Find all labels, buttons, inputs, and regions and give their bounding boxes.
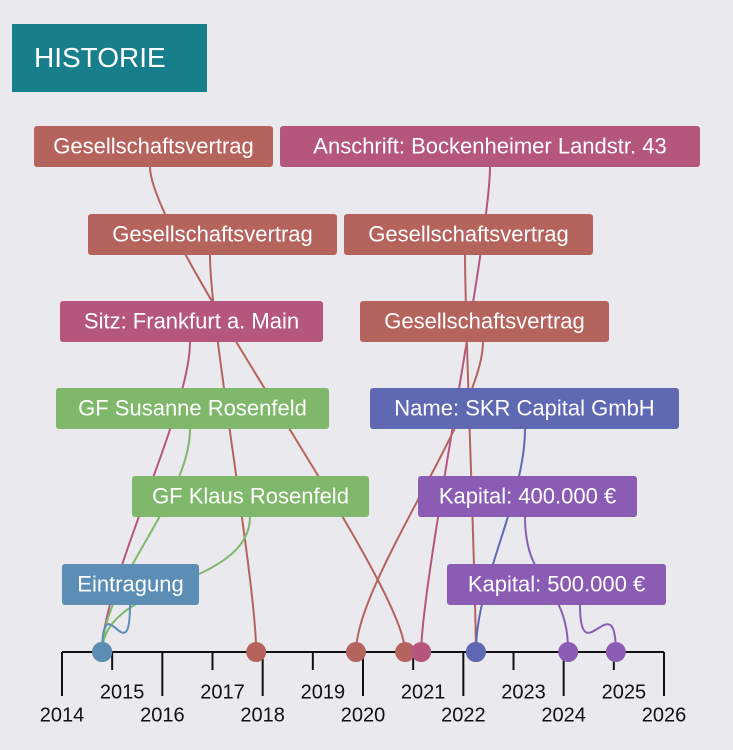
- event-label: Sitz: Frankfurt a. Main: [84, 308, 299, 333]
- event-label-box: [60, 301, 323, 342]
- connector: [101, 428, 191, 653]
- tick-label: 2024: [541, 704, 586, 726]
- event-dot: [411, 642, 432, 662]
- connectors: [101, 166, 617, 653]
- event-label: GF Klaus Rosenfeld: [152, 483, 349, 508]
- event-label-box: [56, 388, 329, 429]
- event-label: Gesellschaftsvertrag: [53, 133, 254, 158]
- event-label: Kapital: 400.000 €: [439, 483, 616, 508]
- labels: Gesellschaftsvertrag Anschrift: Bockenhei…: [34, 126, 700, 605]
- tick-label: 2020: [341, 704, 386, 726]
- event-label-box: [344, 214, 593, 255]
- event-dot: [558, 642, 579, 662]
- tick-label: 2017: [200, 681, 245, 703]
- event-label: Gesellschaftsvertrag: [384, 308, 585, 333]
- event-label-box: [370, 388, 679, 429]
- event-label-box: [280, 126, 700, 167]
- event-dot: [92, 642, 113, 662]
- event-label: Kapital: 500.000 €: [468, 571, 645, 596]
- event-label-box: [132, 476, 369, 517]
- tick-label: 2018: [240, 704, 285, 726]
- tick-label: 2019: [301, 681, 346, 703]
- connector: [579, 604, 617, 653]
- tick-label: 2025: [602, 681, 647, 703]
- event-dot: [465, 642, 486, 662]
- event-label: Gesellschaftsvertrag: [368, 221, 569, 246]
- connector: [209, 254, 258, 653]
- event-dot: [345, 642, 366, 662]
- header-title: HISTORIE: [12, 24, 207, 92]
- connector: [464, 254, 477, 653]
- event-dot: [246, 642, 267, 662]
- event-label-box: [418, 476, 637, 517]
- event-label: Gesellschaftsvertrag: [112, 221, 313, 246]
- event-dot: [605, 642, 626, 662]
- event-label-box: [34, 126, 273, 167]
- tick-label: 2016: [140, 704, 185, 726]
- event-label: Eintragung: [77, 571, 183, 596]
- event-label-box: [360, 301, 609, 342]
- event-label-box: [88, 214, 337, 255]
- event-label-box: [447, 564, 666, 605]
- tick-label: 2015: [100, 681, 145, 703]
- tick-label: 2022: [441, 704, 486, 726]
- connector: [474, 428, 526, 653]
- tick-label: 2021: [401, 681, 446, 703]
- event-label: Anschrift: Bockenheimer Landstr. 43: [313, 133, 666, 158]
- tick-label: 2014: [40, 704, 85, 726]
- event-label-box: [62, 564, 199, 605]
- event-label: GF Susanne Rosenfeld: [78, 395, 307, 420]
- tick-label: 2023: [501, 681, 546, 703]
- event-dot: [395, 642, 416, 662]
- tick-label: 2026: [642, 704, 687, 726]
- event-label: Name: SKR Capital GmbH: [394, 395, 654, 420]
- connector: [101, 604, 131, 653]
